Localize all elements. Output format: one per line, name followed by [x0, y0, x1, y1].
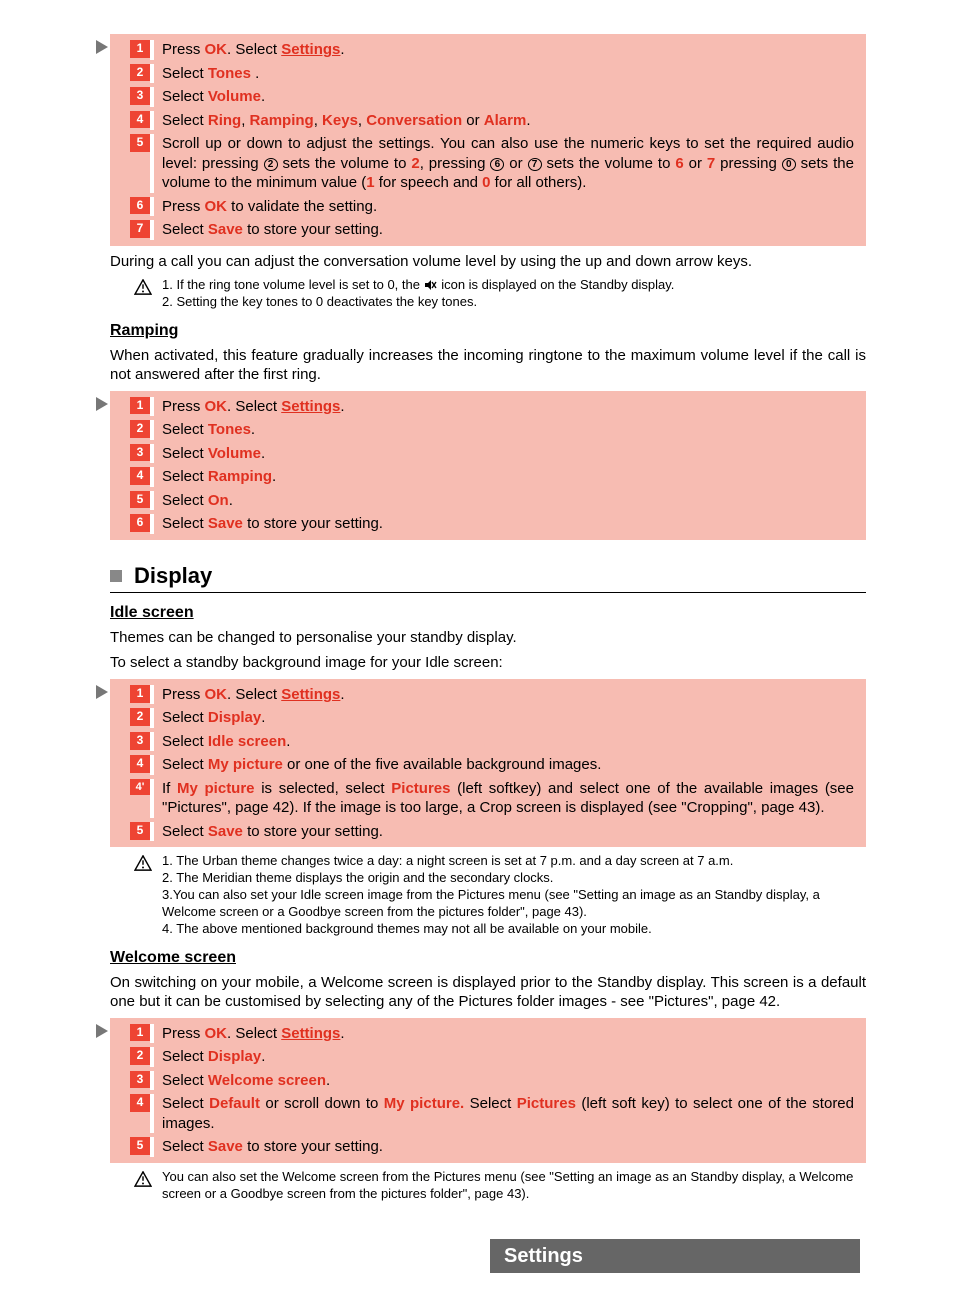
step-num: 2 — [130, 1047, 150, 1065]
heading-idle-screen: Idle screen — [110, 603, 866, 624]
steps-ramping: 1 Press OK. Select Settings. 2 Select To… — [110, 391, 866, 540]
step-num: 1 — [130, 685, 150, 703]
step-num: 7 — [130, 220, 150, 238]
warning-icon — [134, 1171, 152, 1187]
step-text: Select Tones. — [162, 420, 858, 440]
step-num: 4 — [130, 111, 150, 129]
step-num: 2 — [130, 64, 150, 82]
key-0-icon: 0 — [782, 158, 796, 171]
play-icon — [96, 40, 108, 54]
heading-ramping: Ramping — [110, 321, 866, 342]
step-num: 3 — [130, 732, 150, 750]
mute-icon — [424, 279, 438, 291]
step-num: 4 — [130, 755, 150, 773]
note-welcome: You can also set the Welcome screen from… — [134, 1169, 866, 1203]
step-text: Select Volume. — [162, 444, 858, 464]
step-text: Select Display. — [162, 708, 858, 728]
step-text: Select Save to store your setting. — [162, 1137, 858, 1157]
para-idle-2: To select a standby background image for… — [110, 653, 866, 673]
step-num: 5 — [130, 134, 150, 152]
steps-idle: 1 Press OK. Select Settings. 2 Select Di… — [110, 679, 866, 848]
key-2-icon: 2 — [264, 158, 278, 171]
key-6-icon: 6 — [490, 158, 504, 171]
para-idle-1: Themes can be changed to personalise you… — [110, 628, 866, 648]
step-num: 6 — [130, 197, 150, 215]
step-num: 2 — [130, 708, 150, 726]
step-num: 3 — [130, 87, 150, 105]
step-text: Select Ring, Ramping, Keys, Conversation… — [162, 111, 858, 131]
step-text: Select Save to store your setting. — [162, 822, 858, 842]
step-text: Select Volume. — [162, 87, 858, 107]
step-text: Select Welcome screen. — [162, 1071, 858, 1091]
step-num: 1 — [130, 397, 150, 415]
para-ramping: When activated, this feature gradually i… — [110, 346, 866, 385]
step-num: 5 — [130, 491, 150, 509]
step-text: Press OK. Select Settings. — [162, 40, 858, 60]
play-icon — [96, 1024, 108, 1038]
step-text: Select Ramping. — [162, 467, 858, 487]
step-num: 6 — [130, 514, 150, 532]
heading-welcome-screen: Welcome screen — [110, 948, 866, 969]
step-text: Select Idle screen. — [162, 732, 858, 752]
step-num: 1 — [130, 1024, 150, 1042]
play-icon — [96, 397, 108, 411]
section-display: Display — [110, 562, 866, 594]
note-volume: 1. If the ring tone volume level is set … — [134, 277, 866, 311]
step-num: 4 — [130, 467, 150, 485]
footer-settings: Settings — [490, 1239, 860, 1273]
steps-welcome: 1 Press OK. Select Settings. 2 Select Di… — [110, 1018, 866, 1163]
steps-volume: 1 Press OK. Select Settings. 2 Select To… — [110, 34, 866, 246]
step-num: 3 — [130, 444, 150, 462]
step-text: If My picture is selected, select Pictur… — [162, 779, 858, 818]
step-text: Select Display. — [162, 1047, 858, 1067]
note-idle: 1. The Urban theme changes twice a day: … — [134, 853, 866, 937]
step-text: Select Tones . — [162, 64, 858, 84]
step-num: 4' — [130, 779, 150, 795]
step-text: Select Save to store your setting. — [162, 220, 858, 240]
step-num: 5 — [130, 1137, 150, 1155]
step-text: Select My picture or one of the five ava… — [162, 755, 858, 775]
step-text: Press OK. Select Settings. — [162, 685, 858, 705]
step-text: Select Save to store your setting. — [162, 514, 858, 534]
section-marker-icon — [110, 570, 122, 582]
step-num: 4 — [130, 1094, 150, 1112]
step-text: Press OK to validate the setting. — [162, 197, 858, 217]
warning-icon — [134, 279, 152, 295]
step-text: Scroll up or down to adjust the settings… — [162, 134, 858, 193]
step-num: 2 — [130, 420, 150, 438]
key-7-icon: 7 — [528, 158, 542, 171]
step-text: Press OK. Select Settings. — [162, 397, 858, 417]
warning-icon — [134, 855, 152, 871]
step-text: Press OK. Select Settings. — [162, 1024, 858, 1044]
step-num: 1 — [130, 40, 150, 58]
step-text: Select Default or scroll down to My pict… — [162, 1094, 858, 1133]
para-welcome: On switching on your mobile, a Welcome s… — [110, 973, 866, 1012]
para-call-volume: During a call you can adjust the convers… — [110, 252, 866, 272]
step-num: 5 — [130, 822, 150, 840]
heading-display: Display — [134, 562, 212, 591]
step-text: Select On. — [162, 491, 858, 511]
play-icon — [96, 685, 108, 699]
step-num: 3 — [130, 1071, 150, 1089]
